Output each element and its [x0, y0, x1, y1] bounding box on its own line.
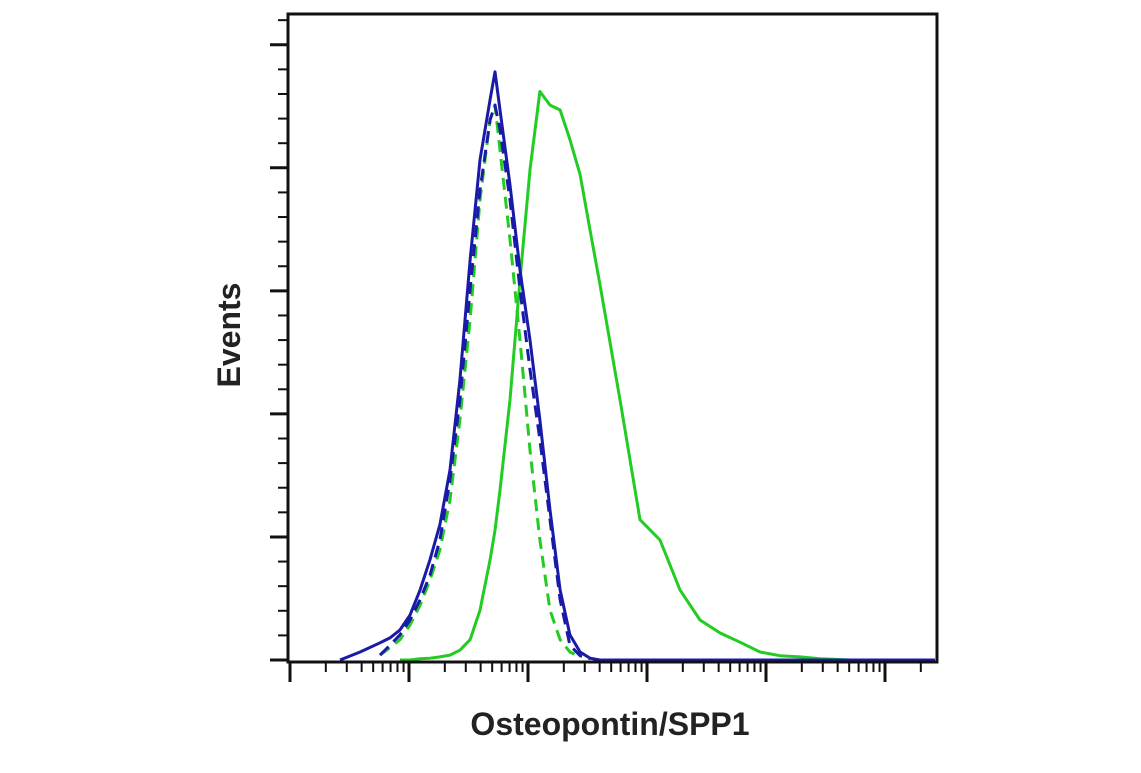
y-axis-label: Events [211, 283, 247, 388]
histogram-line [400, 90, 935, 662]
x-axis-label: Osteopontin/SPP1 [470, 706, 749, 742]
histogram-line [339, 70, 935, 662]
plot-area [339, 70, 935, 662]
plot-frame [286, 12, 939, 664]
